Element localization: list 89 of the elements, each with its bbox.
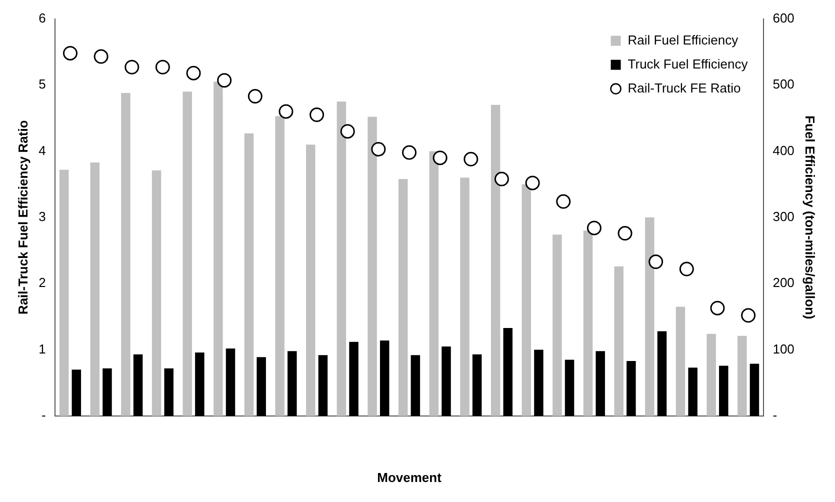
bar bbox=[336, 102, 346, 416]
bar bbox=[182, 92, 192, 416]
y-tick-label: 2 bbox=[38, 275, 46, 290]
legend-label: Rail Fuel Efficiency bbox=[628, 32, 739, 48]
point bbox=[340, 124, 355, 139]
y-tick-label: 5 bbox=[38, 76, 46, 92]
bar bbox=[564, 360, 574, 416]
y2-tick-label: 100 bbox=[772, 341, 794, 356]
bar bbox=[410, 355, 420, 416]
bar bbox=[121, 92, 130, 416]
bar bbox=[195, 352, 204, 416]
bar bbox=[244, 133, 254, 416]
bar bbox=[102, 368, 112, 416]
bar bbox=[368, 116, 377, 416]
point bbox=[371, 142, 386, 156]
bar bbox=[306, 144, 316, 416]
bar bbox=[380, 340, 390, 416]
bar bbox=[90, 162, 100, 416]
bar bbox=[472, 354, 482, 416]
point bbox=[586, 220, 602, 236]
point bbox=[679, 262, 694, 276]
point bbox=[710, 300, 725, 316]
bar bbox=[503, 328, 513, 416]
y2-tick-label: 300 bbox=[772, 208, 794, 224]
bar bbox=[152, 170, 162, 416]
y-tick-label: 4 bbox=[38, 142, 46, 158]
bar bbox=[645, 217, 654, 416]
point bbox=[648, 254, 664, 270]
bar bbox=[318, 355, 328, 416]
bar bbox=[398, 179, 408, 416]
bar bbox=[490, 104, 500, 416]
bar bbox=[750, 364, 760, 416]
bar bbox=[552, 234, 562, 416]
bar bbox=[676, 306, 686, 416]
bar bbox=[522, 184, 532, 416]
bar bbox=[288, 351, 297, 416]
y2-tick-label: - bbox=[772, 408, 778, 423]
bar bbox=[626, 361, 636, 416]
bar bbox=[719, 366, 728, 416]
y2-tick-label: 400 bbox=[772, 142, 794, 158]
bar bbox=[214, 82, 223, 416]
point bbox=[432, 150, 448, 166]
y2-tick-label: 500 bbox=[772, 76, 794, 92]
y-tick-label: 3 bbox=[38, 208, 46, 224]
bar bbox=[226, 348, 236, 416]
point bbox=[494, 172, 509, 186]
bar bbox=[614, 266, 624, 416]
point bbox=[124, 60, 140, 74]
bar bbox=[429, 151, 439, 416]
legend-label: Truck Fuel Efficiency bbox=[628, 56, 748, 72]
point bbox=[556, 194, 571, 209]
legend-label: Rail-Truck FE Ratio bbox=[628, 80, 741, 96]
bar bbox=[275, 116, 284, 416]
bar bbox=[442, 346, 451, 416]
bar bbox=[534, 350, 544, 416]
point bbox=[94, 49, 108, 64]
y2-tick-label: 200 bbox=[772, 275, 794, 290]
bar bbox=[133, 354, 143, 416]
bar bbox=[460, 178, 470, 416]
bar bbox=[72, 370, 82, 416]
bar bbox=[688, 368, 698, 416]
bar bbox=[583, 230, 593, 416]
point bbox=[464, 152, 478, 166]
y-tick-label: 6 bbox=[38, 10, 46, 26]
bar bbox=[59, 170, 69, 416]
point bbox=[155, 60, 170, 74]
x-axis-title: Movement bbox=[377, 470, 442, 485]
y-tick-label: 1 bbox=[38, 341, 46, 356]
point bbox=[618, 226, 632, 241]
point bbox=[186, 66, 201, 80]
point bbox=[525, 176, 540, 190]
y-axis-title: Rail-Truck Fuel Efficiency Ratio bbox=[15, 120, 30, 315]
bar bbox=[349, 342, 358, 416]
point bbox=[402, 145, 417, 160]
bar bbox=[256, 357, 266, 416]
point bbox=[741, 308, 756, 323]
y2-axis-title: Fuel Efficiency (ton-miles/gallon) bbox=[802, 116, 818, 320]
y-tick-label: - bbox=[41, 408, 46, 423]
point bbox=[217, 73, 232, 88]
bar bbox=[164, 368, 174, 416]
point bbox=[310, 108, 324, 122]
point bbox=[248, 89, 262, 104]
bar bbox=[706, 334, 716, 416]
bar bbox=[657, 331, 667, 416]
point bbox=[278, 104, 294, 119]
bar bbox=[738, 336, 747, 416]
bar bbox=[596, 351, 605, 416]
y2-tick-label: 600 bbox=[772, 10, 794, 26]
point bbox=[62, 46, 78, 60]
